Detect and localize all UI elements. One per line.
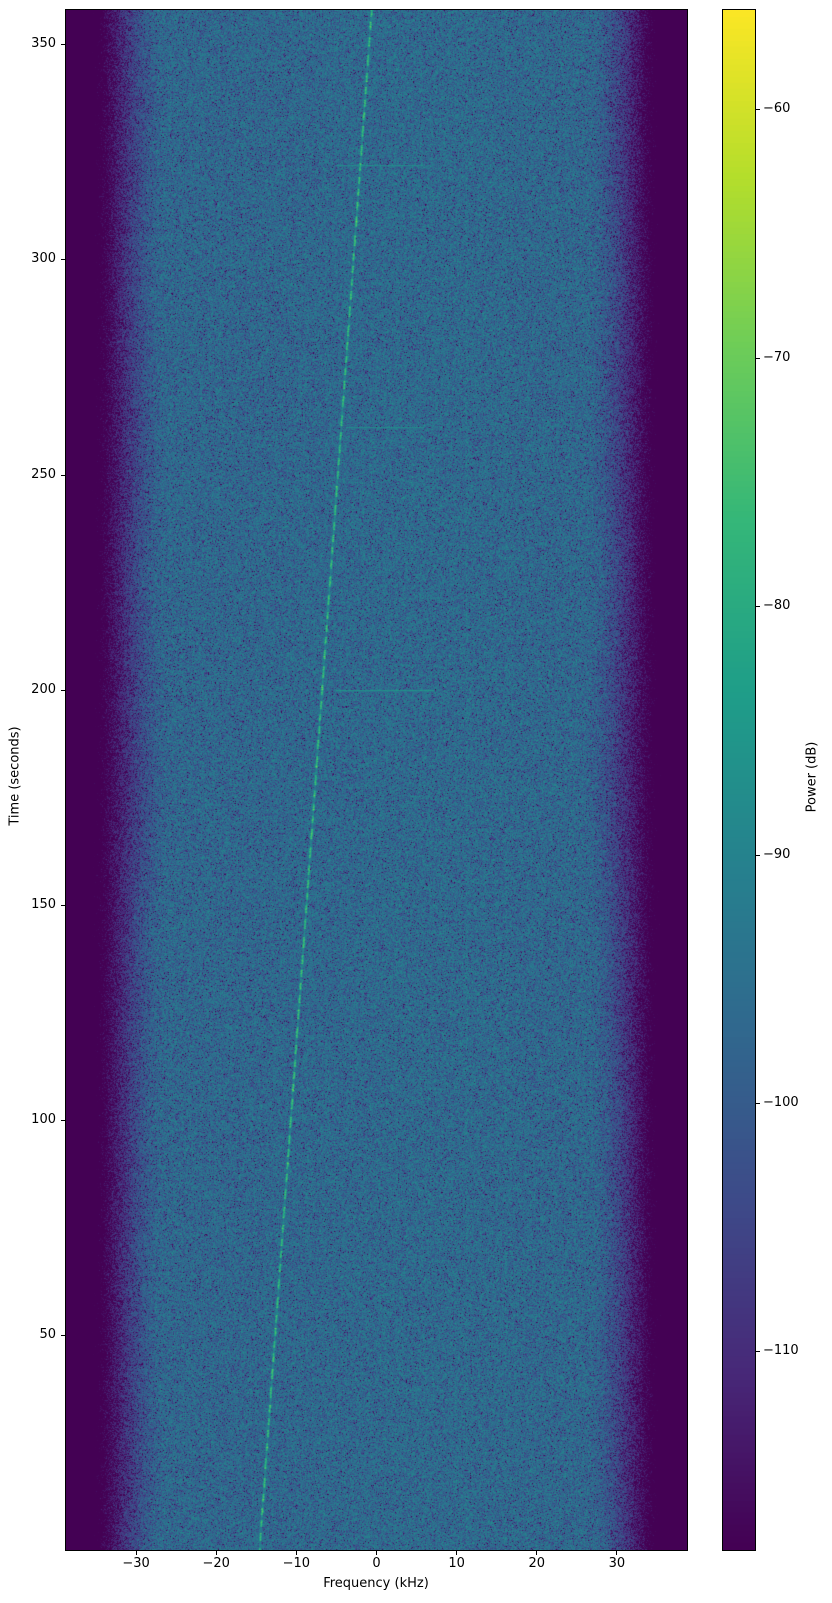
colorbar-tick-mark	[756, 606, 760, 608]
y-tick-mark	[61, 1119, 65, 1121]
x-tick-label: −30	[122, 1556, 150, 1571]
x-tick-label: 20	[528, 1556, 546, 1571]
colorbar-tick-label: −110	[763, 1343, 799, 1359]
y-tick-label: 300	[31, 251, 56, 267]
y-tick-mark	[61, 474, 65, 476]
y-tick-label: 200	[31, 681, 56, 697]
colorbar-tick-label: −90	[763, 846, 791, 862]
x-tick-mark	[376, 1551, 377, 1555]
x-tick-label: −10	[282, 1556, 311, 1571]
y-tick-label: 150	[31, 896, 56, 912]
x-tick-mark	[215, 1551, 217, 1555]
x-axis-label: Frequency (kHz)	[323, 1576, 429, 1591]
colorbar-tick-mark	[756, 357, 760, 359]
colorbar-tick-label: −100	[763, 1094, 799, 1110]
x-tick-mark	[135, 1551, 137, 1555]
y-tick-label: 250	[31, 466, 56, 482]
y-tick-mark	[61, 259, 65, 261]
x-tick-mark	[536, 1551, 538, 1555]
y-tick-mark	[61, 1334, 65, 1336]
colorbar-tick-mark	[756, 1351, 760, 1353]
x-tick-mark	[295, 1551, 297, 1555]
colorbar-tick-mark	[756, 1102, 760, 1104]
colorbar-tick-label: −80	[763, 598, 791, 614]
x-tick-mark	[616, 1551, 618, 1555]
y-tick-label: 50	[39, 1326, 56, 1342]
colorbar-tick-mark	[756, 109, 760, 111]
y-tick-mark	[61, 689, 65, 691]
y-tick-mark	[61, 904, 65, 906]
colorbar-tick-mark	[756, 854, 760, 856]
colorbar-gradient	[723, 10, 755, 1550]
x-tick-label: 0	[372, 1556, 381, 1571]
x-tick-mark	[456, 1551, 458, 1555]
y-tick-label: 350	[31, 36, 56, 52]
x-tick-label: 30	[608, 1556, 626, 1571]
x-tick-label: 10	[448, 1556, 465, 1571]
colorbar-tick-label: −60	[763, 101, 791, 117]
y-tick-mark	[61, 44, 65, 46]
y-tick-label: 100	[31, 1111, 56, 1127]
spectrogram-heatmap	[66, 10, 687, 1550]
x-tick-label: −20	[202, 1556, 230, 1571]
colorbar-tick-label: −70	[763, 349, 791, 365]
